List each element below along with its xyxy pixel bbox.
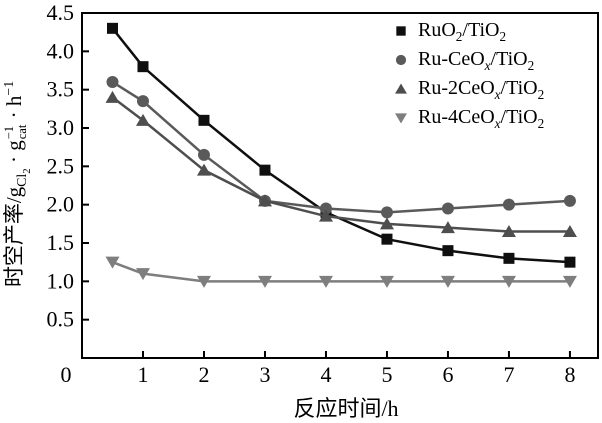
legend-item: Ru-2CeOx/TiO2 [391,74,544,103]
legend-item-label: Ru-2CeOx/TiO2 [418,77,545,102]
triangle-up-marker-icon [196,163,211,176]
triangle-down-marker-icon [501,275,516,288]
square-marker-icon [442,245,454,257]
triangle-down-marker-icon [257,275,272,288]
square-marker-icon [503,252,515,264]
triangle-up-marker-icon [379,217,394,230]
triangle-down-marker-icon [395,112,407,124]
circle-marker-icon [197,148,210,161]
square-marker-icon [137,61,149,73]
triangle-up-marker-icon [395,82,407,94]
y-axis-label: 时空产率/gCl2 · g −1 cat · h−1 [1,80,33,288]
y-tick-label: 4.0 [47,38,75,63]
y-tick-label: 3.0 [47,115,75,140]
legend-item-label: Ru-4CeOx/TiO2 [418,106,545,131]
square-marker-icon [396,25,406,36]
y-tick-label: 0.5 [47,307,75,332]
circle-marker-icon [106,76,119,88]
triangle-up-marker-icon [318,209,333,222]
circle-marker-icon [502,198,515,211]
y-tick-label: 2.5 [47,153,75,178]
legend-item: RuO2/TiO2 [391,16,544,45]
y-tick-label: 2.0 [47,192,75,217]
y-tick-label: 4.5 [47,0,75,25]
x-tick-label: 5 [381,362,392,387]
x-tick-label: 2 [198,362,209,387]
square-marker-icon [198,114,210,126]
circle-marker-icon [380,206,393,219]
legend-item: Ru-CeOx/TiO2 [391,45,544,74]
triangle-down-marker-icon [105,256,120,269]
legend-item-label: Ru-CeOx/TiO2 [418,48,535,73]
triangle-down-marker-icon [135,268,150,281]
x-axis-label: 反应时间/h [293,396,399,421]
plot-frame [81,12,599,359]
legend-item-label: RuO2/TiO2 [418,19,507,44]
circle-marker-icon [395,54,407,65]
triangle-down-marker-icon [196,275,211,288]
square-marker-icon [259,164,271,176]
x-tick-label: 4 [320,362,331,387]
y-tick-label: 1.5 [47,230,75,255]
series-line-3 [112,260,570,283]
circle-marker-icon [136,95,149,108]
triangle-up-marker-icon [440,221,455,234]
square-marker-icon [564,256,576,268]
triangle-up-marker-icon [135,113,150,126]
y-tick-label: 1.0 [47,268,75,293]
circle-marker-icon [319,202,332,215]
x-tick-label: 6 [442,362,453,387]
circle-marker-icon [441,202,454,215]
triangle-up-marker-icon [105,90,120,103]
legend-item: Ru-4CeOx/TiO2 [391,103,544,132]
y-tick-label: 3.5 [47,77,75,102]
x-tick-label: 1 [137,362,148,387]
x-tick-label: 3 [259,362,270,387]
x-tick-label: 8 [564,362,575,387]
triangle-down-marker-icon [440,275,455,288]
triangle-down-marker-icon [562,275,577,288]
triangle-down-marker-icon [395,112,407,124]
triangle-up-marker-icon [562,225,577,237]
square-marker-icon [381,233,393,245]
triangle-up-marker-icon [395,82,407,94]
triangle-up-marker-icon [257,194,272,207]
triangle-up-marker-icon [501,225,516,237]
x-tick-label: 7 [503,362,514,387]
circle-marker-icon [563,194,576,207]
triangle-down-marker-icon [379,275,394,288]
legend: RuO2/TiO2 Ru-CeOx/TiO2 Ru-2CeOx/TiO2 Ru-4Ce… [391,16,544,132]
circle-marker-icon [395,54,407,65]
square-marker-icon [106,22,118,34]
x-tick-label: 0 [61,362,72,387]
square-marker-icon [396,25,406,36]
triangle-down-marker-icon [318,275,333,288]
